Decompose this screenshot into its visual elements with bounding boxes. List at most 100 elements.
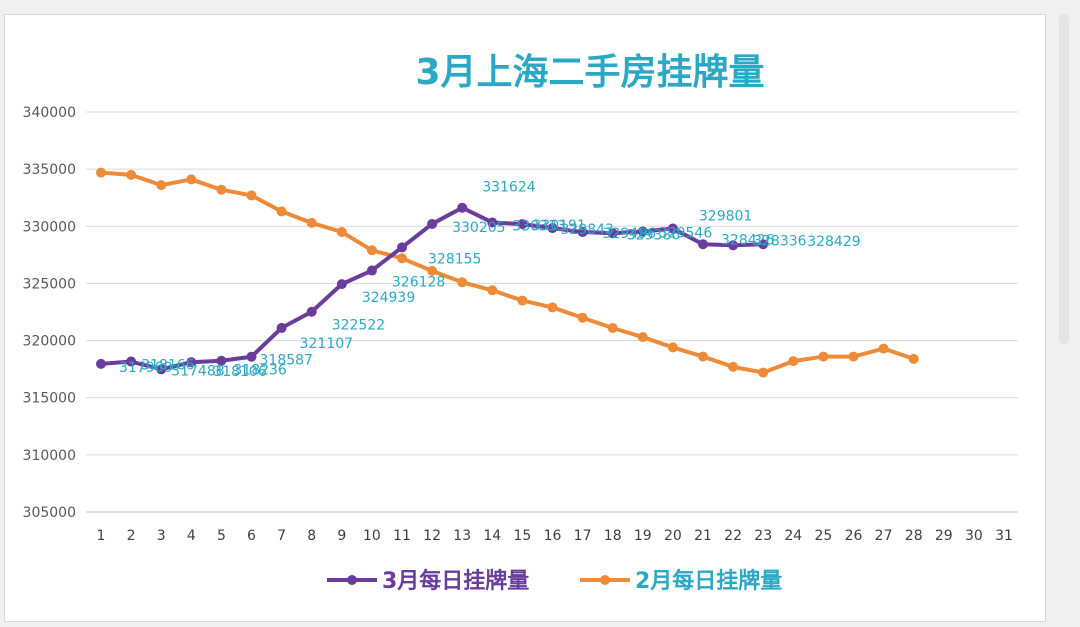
point-february-day-15 bbox=[517, 295, 528, 306]
x-tick-label-25: 25 bbox=[814, 528, 832, 544]
point-february-day-5 bbox=[216, 184, 227, 195]
x-tick-label-8: 8 bbox=[307, 528, 316, 544]
data-label-march-day-11: 328155 bbox=[428, 251, 481, 267]
x-tick-label-5: 5 bbox=[217, 528, 226, 544]
point-march-day-19 bbox=[637, 226, 648, 237]
legend-marker-february bbox=[600, 575, 610, 585]
data-label-march-day-4: 318106 bbox=[213, 364, 267, 380]
point-february-day-18 bbox=[607, 323, 618, 333]
data-label-march-day-21: 328426 bbox=[721, 232, 775, 248]
data-label-march-day-9: 324939 bbox=[362, 290, 415, 306]
point-march-day-7 bbox=[276, 322, 287, 333]
point-march-day-15 bbox=[517, 219, 528, 230]
x-tick-label-29: 29 bbox=[935, 528, 953, 544]
point-march-day-1 bbox=[96, 358, 106, 369]
point-march-day-11 bbox=[397, 242, 407, 253]
point-march-day-17 bbox=[577, 227, 588, 238]
point-february-day-25 bbox=[818, 351, 829, 362]
data-label-march-day-12: 330205 bbox=[452, 220, 505, 236]
y-tick-label-340000: 340000 bbox=[23, 105, 76, 121]
data-label-march-day-22: 328336 bbox=[753, 233, 807, 249]
data-label-march-day-18: 329386 bbox=[627, 227, 681, 243]
data-label-march-day-20: 329801 bbox=[699, 209, 752, 225]
data-label-march-day-6: 318587 bbox=[260, 353, 313, 369]
data-label-march-day-7: 321107 bbox=[300, 336, 353, 352]
point-february-day-27 bbox=[878, 343, 889, 354]
x-tick-label-3: 3 bbox=[157, 528, 166, 544]
x-tick-label-12: 12 bbox=[423, 528, 441, 544]
point-february-day-22 bbox=[728, 361, 739, 372]
point-february-day-28 bbox=[908, 353, 919, 364]
point-february-day-24 bbox=[788, 356, 799, 367]
point-march-day-10 bbox=[366, 265, 377, 276]
data-label-march-day-2: 318166 bbox=[141, 358, 195, 374]
x-tick-label-24: 24 bbox=[784, 528, 802, 544]
point-march-day-5 bbox=[216, 355, 227, 366]
x-tick-label-21: 21 bbox=[694, 528, 712, 544]
point-february-day-10 bbox=[366, 245, 377, 256]
x-tick-label-27: 27 bbox=[875, 528, 893, 544]
x-tick-label-7: 7 bbox=[277, 528, 286, 544]
x-tick-label-2: 2 bbox=[127, 528, 136, 544]
y-tick-label-310000: 310000 bbox=[23, 448, 76, 464]
data-label-march-day-3: 317488 bbox=[171, 363, 224, 379]
point-march-day-9 bbox=[336, 279, 347, 290]
point-february-day-12 bbox=[427, 265, 438, 276]
point-march-day-13 bbox=[457, 202, 468, 213]
x-tick-label-1: 1 bbox=[97, 528, 106, 544]
y-tick-label-320000: 320000 bbox=[23, 334, 76, 350]
x-axis: 1 2 3 4 5 6 7 8 9 10 11 12 13 14 15 16 17 18 19 20 21 22 23 24 2… bbox=[97, 528, 1013, 544]
point-march-day-2 bbox=[126, 356, 137, 367]
point-february-day-16 bbox=[547, 302, 558, 313]
data-label-march-day-15: 330191 bbox=[532, 218, 585, 234]
legend-item-march[interactable]: 3月每日挂牌量 bbox=[327, 568, 529, 594]
data-label-march-day-16: 329843 bbox=[561, 222, 614, 238]
x-tick-label-6: 6 bbox=[247, 528, 256, 544]
point-february-day-3 bbox=[156, 180, 167, 191]
x-tick-label-9: 9 bbox=[337, 528, 346, 544]
data-label-march-day-14: 330333 bbox=[512, 218, 565, 234]
x-tick-label-11: 11 bbox=[393, 528, 411, 544]
point-march-day-20 bbox=[667, 223, 678, 234]
data-label-march-day-23: 328429 bbox=[807, 234, 860, 250]
x-tick-label-31: 31 bbox=[995, 528, 1013, 544]
point-march-day-8 bbox=[306, 306, 317, 317]
y-tick-label-305000: 305000 bbox=[23, 505, 76, 521]
x-tick-label-22: 22 bbox=[724, 528, 742, 544]
data-label-march-day-5: 318236 bbox=[233, 363, 287, 379]
point-february-day-23 bbox=[758, 367, 769, 378]
x-tick-label-15: 15 bbox=[513, 528, 531, 544]
scrollbar[interactable] bbox=[1059, 14, 1069, 344]
x-tick-label-23: 23 bbox=[754, 528, 772, 544]
x-tick-label-14: 14 bbox=[483, 528, 501, 544]
chart-title: 3月上海二手房挂牌量 bbox=[415, 52, 764, 93]
legend-marker-march bbox=[347, 575, 357, 585]
y-tick-label-330000: 330000 bbox=[23, 219, 76, 235]
x-tick-label-13: 13 bbox=[453, 528, 471, 544]
point-march-day-14 bbox=[487, 217, 498, 228]
x-tick-label-26: 26 bbox=[845, 528, 863, 544]
data-label-march-day-19: 329546 bbox=[659, 225, 713, 241]
point-february-day-2 bbox=[126, 169, 137, 180]
point-february-day-17 bbox=[577, 312, 588, 323]
point-march-day-18 bbox=[607, 228, 618, 239]
point-february-day-8 bbox=[306, 217, 317, 228]
data-label-march-day-10: 326128 bbox=[392, 275, 445, 291]
x-tick-label-18: 18 bbox=[604, 528, 622, 544]
point-february-day-13 bbox=[457, 277, 468, 288]
data-label-march-day-17: 329496 bbox=[603, 226, 657, 242]
x-tick-label-10: 10 bbox=[363, 528, 381, 544]
point-february-day-6 bbox=[246, 190, 257, 201]
point-february-day-26 bbox=[848, 351, 859, 362]
legend-label-february: 2月每日挂牌量 bbox=[635, 568, 782, 594]
x-tick-label-16: 16 bbox=[544, 528, 562, 544]
point-february-day-21 bbox=[698, 351, 708, 362]
point-march-day-4 bbox=[186, 357, 197, 368]
point-february-day-11 bbox=[397, 253, 407, 264]
y-axis: 305000 310000 315000 320000 325000 330000 3350… bbox=[23, 105, 76, 521]
x-tick-label-17: 17 bbox=[574, 528, 592, 544]
point-february-day-20 bbox=[667, 342, 678, 353]
x-tick-label-19: 19 bbox=[634, 528, 652, 544]
legend-item-february[interactable]: 2月每日挂牌量 bbox=[580, 568, 782, 594]
